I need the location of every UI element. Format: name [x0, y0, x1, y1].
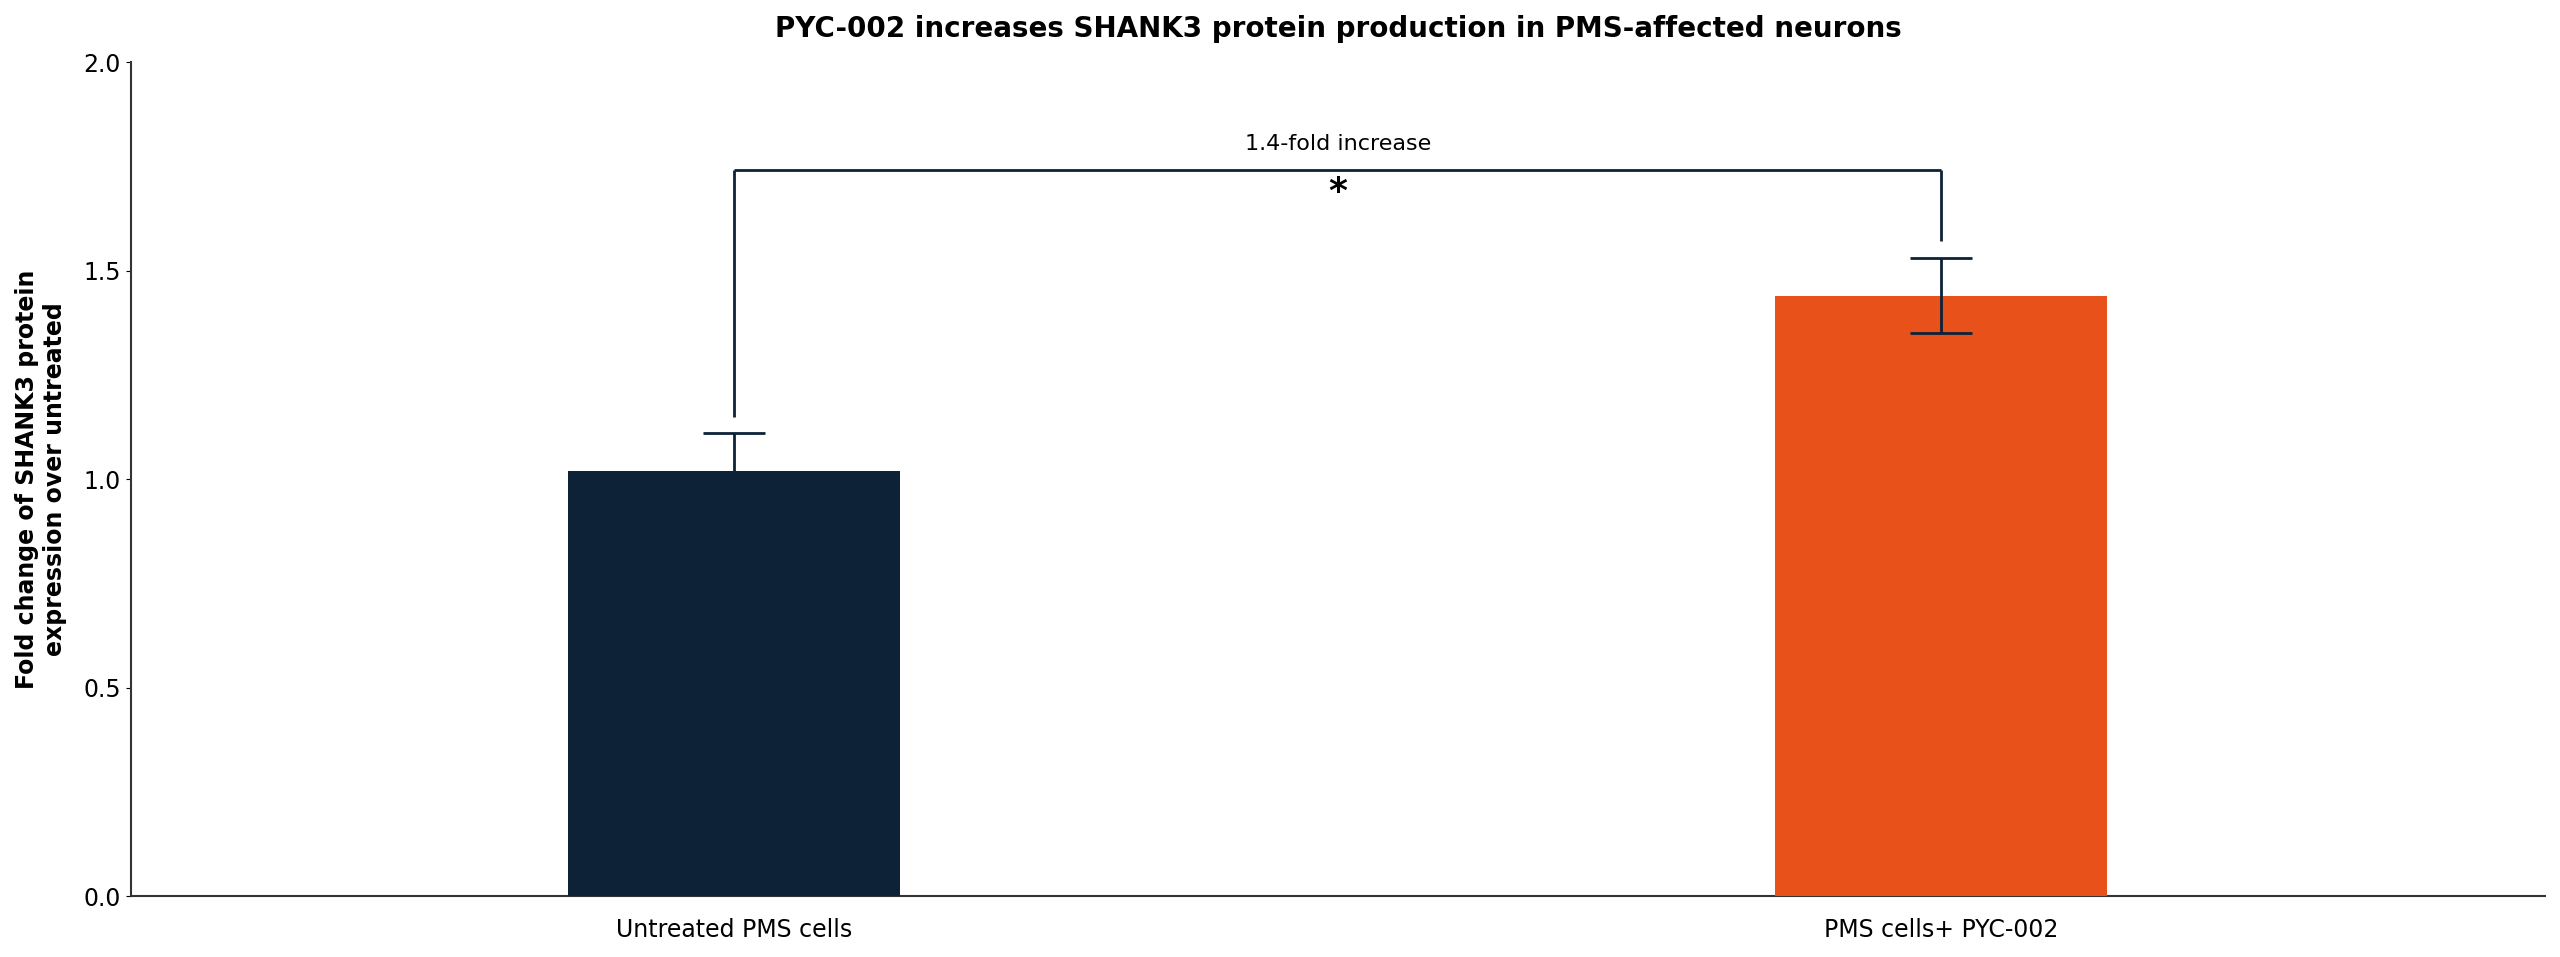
Bar [568, 471, 901, 897]
Y-axis label: Fold change of SHANK3 protein
expression over untreated: Fold change of SHANK3 protein expression… [15, 270, 67, 689]
Title: PYC-002 increases SHANK3 protein production in PMS-affected neurons: PYC-002 increases SHANK3 protein product… [776, 15, 1902, 43]
Bar [1777, 296, 2107, 897]
Text: *: * [1329, 175, 1347, 209]
Text: 1.4-fold increase: 1.4-fold increase [1244, 134, 1431, 154]
